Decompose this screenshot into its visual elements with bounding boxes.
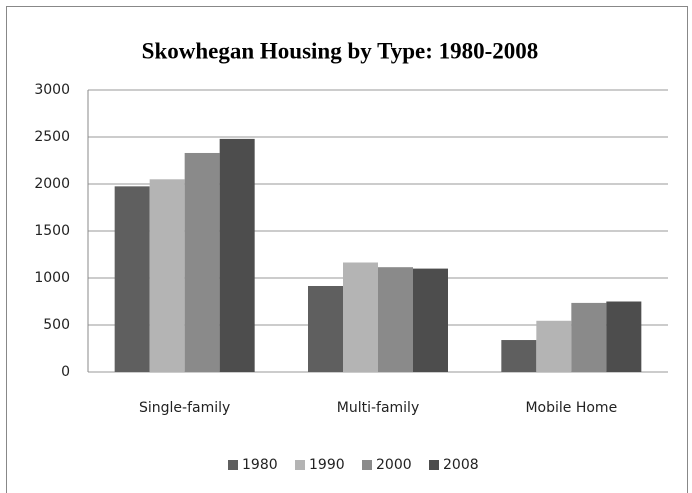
legend-label: 2000 <box>376 457 412 473</box>
x-tick-label: Mobile Home <box>525 400 617 416</box>
legend-swatch <box>362 460 372 470</box>
legend-swatch <box>228 460 238 470</box>
bar <box>378 267 413 372</box>
bar <box>308 285 343 372</box>
bar <box>501 340 537 372</box>
y-tick-label: 1000 <box>34 270 70 286</box>
bar <box>536 320 572 372</box>
y-tick-label: 500 <box>43 317 70 333</box>
legend-label: 1980 <box>242 457 278 473</box>
x-tick-label: Single-family <box>139 400 230 416</box>
bar <box>114 186 150 372</box>
bar <box>606 301 642 372</box>
chart-frame <box>6 6 688 493</box>
bar <box>184 152 220 372</box>
legend-swatch <box>429 460 439 470</box>
y-tick-label: 3000 <box>34 82 70 98</box>
y-tick-label: 2500 <box>34 129 70 145</box>
y-tick-label: 2000 <box>34 176 70 192</box>
legend-swatch <box>295 460 305 470</box>
x-tick-label: Multi-family <box>337 400 419 416</box>
y-tick-label: 0 <box>61 364 70 380</box>
bar <box>149 179 185 372</box>
bar <box>343 262 378 372</box>
bar <box>219 138 255 372</box>
legend-label: 1990 <box>309 457 345 473</box>
bar <box>413 268 448 372</box>
bar <box>571 302 607 372</box>
legend-label: 2008 <box>443 457 479 473</box>
chart-title: Skowhegan Housing by Type: 1980-2008 <box>142 38 539 63</box>
y-tick-label: 1500 <box>34 223 70 239</box>
